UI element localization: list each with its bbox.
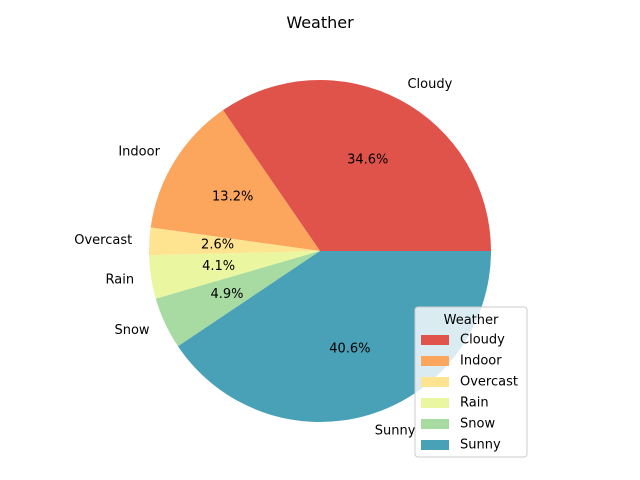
legend-label-indoor: Indoor bbox=[460, 354, 502, 369]
legend-swatch-indoor bbox=[421, 356, 449, 366]
percent-labels: 34.6% 13.2% 2.6% 4.1% 4.9% 40.6% bbox=[201, 153, 388, 357]
slice-label-sunny: Sunny bbox=[375, 423, 416, 438]
percent-label-indoor: 13.2% bbox=[212, 190, 253, 205]
slice-label-overcast: Overcast bbox=[74, 233, 132, 248]
slice-label-snow: Snow bbox=[114, 323, 149, 338]
percent-label-sunny: 40.6% bbox=[329, 342, 370, 357]
legend-swatch-snow bbox=[421, 419, 449, 429]
percent-label-cloudy: 34.6% bbox=[347, 153, 388, 168]
pie-slice-sunny bbox=[177, 251, 492, 422]
legend-swatch-cloudy bbox=[421, 335, 449, 345]
slice-label-cloudy: Cloudy bbox=[407, 77, 452, 92]
legend: Weather Cloudy Indoor Overcast Rain Snow Sunn… bbox=[414, 306, 528, 458]
pie-slice-indoor bbox=[150, 110, 320, 251]
slice-label-rain: Rain bbox=[106, 272, 135, 287]
pie-slices bbox=[149, 80, 492, 422]
chart-title: Weather bbox=[286, 13, 354, 32]
slice-label-indoor: Indoor bbox=[118, 145, 160, 160]
legend-swatch-overcast bbox=[421, 377, 449, 387]
legend-label-snow: Snow bbox=[460, 417, 495, 432]
percent-label-snow: 4.9% bbox=[211, 287, 244, 302]
legend-swatch-sunny bbox=[421, 440, 449, 450]
legend-title: Weather bbox=[444, 313, 499, 328]
legend-label-cloudy: Cloudy bbox=[460, 333, 505, 348]
percent-label-overcast: 2.6% bbox=[201, 238, 234, 253]
legend-swatch-rain bbox=[421, 398, 449, 408]
legend-label-rain: Rain bbox=[460, 396, 489, 411]
percent-label-rain: 4.1% bbox=[202, 259, 235, 274]
pie-slice-snow bbox=[155, 251, 320, 347]
slice-labels: Cloudy Indoor Overcast Rain Snow Sunny bbox=[74, 77, 452, 438]
pie-slice-rain bbox=[149, 251, 320, 299]
legend-label-overcast: Overcast bbox=[460, 375, 518, 390]
pie-slice-overcast bbox=[149, 227, 320, 256]
pie-slice-cloudy bbox=[222, 80, 491, 251]
legend-items: Cloudy Indoor Overcast Rain Snow Sunny bbox=[421, 333, 518, 453]
legend-label-sunny: Sunny bbox=[460, 438, 501, 453]
